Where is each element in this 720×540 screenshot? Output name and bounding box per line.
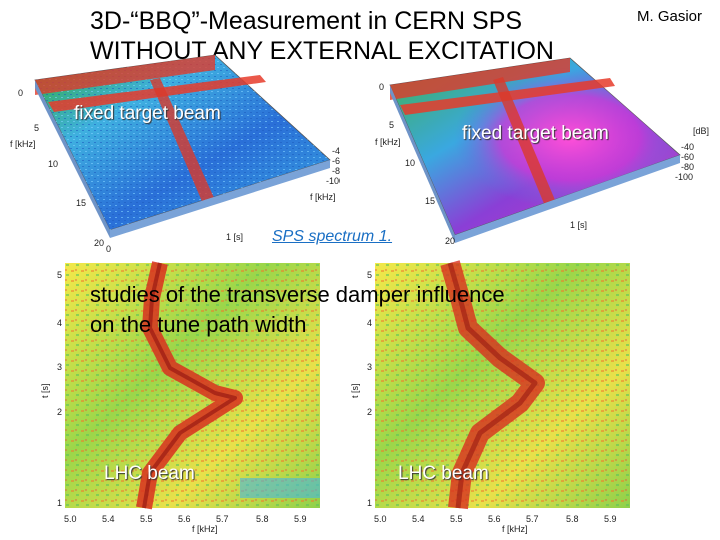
right-3d-xtick: 1 [s]	[570, 220, 587, 230]
right-3d-ztick-2: -80	[681, 162, 694, 172]
left-lhc-beam-label: LHC beam	[104, 463, 195, 484]
right-spec-xlabel: f [kHz]	[502, 524, 528, 534]
right-spec-ytick-4: 1	[367, 498, 372, 508]
left-spec-ytick-2: 3	[57, 362, 62, 372]
left-3d-ztick-2: -80	[332, 166, 340, 176]
right-3d-ztick-3: -100	[675, 172, 693, 182]
left-3d-zlabel: f [kHz]	[310, 192, 336, 202]
title-line-1: 3D-“BBQ”-Measurement in CERN SPS	[90, 7, 523, 35]
left-3d-ytick-1: 5	[34, 123, 39, 133]
right-spec-xtick-5: 5.8	[566, 514, 579, 524]
damper-caption: studies of the transverse damper influen…	[90, 280, 505, 340]
right-3d-zlabel: [dB]	[693, 126, 709, 136]
caption-line-2: on the tune path width	[90, 312, 307, 337]
right-lhc-beam-label: LHC beam	[398, 463, 489, 484]
left-3d-ytick-4: 20	[94, 238, 104, 248]
right-spec-xtick-6: 5.9	[604, 514, 617, 524]
left-3d-beam-label: fixed target beam	[74, 103, 221, 124]
right-spec-ylabel: t [s]	[350, 383, 360, 398]
right-spec-ytick-0: 5	[367, 270, 372, 280]
right-3d-ytick-4: 20	[445, 236, 455, 246]
left-spec-ytick-3: 2	[57, 407, 62, 417]
right-3d-ztick-0: -40	[681, 142, 694, 152]
slide-title: 3D-“BBQ”-Measurement in CERN SPS WITHOUT…	[90, 6, 554, 66]
right-3d-beam-label: fixed target beam	[462, 123, 609, 144]
right-spec-xtick-4: 5.7	[526, 514, 539, 524]
left-3d-spectrum-plot: 0 5 10 15 20 f [kHz] 0 1 [s] -40 -60 -80…	[10, 54, 340, 254]
right-spec-xtick-0: 5.0	[374, 514, 387, 524]
right-spec-xtick-2: 5.5	[450, 514, 463, 524]
left-3d-xtick-1: 1 [s]	[226, 232, 243, 242]
left-spec-xtick-2: 5.5	[140, 514, 153, 524]
left-spectrogram: 5 4 3 2 1 t [s] 5.0 5.4 5.5 5.6 5.7 5.8 …	[40, 261, 320, 534]
right-spec-ytick-1: 4	[367, 318, 372, 328]
left-3d-ytick-0: 0	[18, 88, 23, 98]
left-spec-ytick-4: 1	[57, 498, 62, 508]
left-spec-xtick-4: 5.7	[216, 514, 229, 524]
right-3d-xlabel: f [kHz]	[375, 137, 401, 147]
right-3d-spectrum-plot: 0 5 10 15 20 f [kHz] 1 [s] -40 -60 -80 -…	[375, 57, 709, 246]
left-3d-ztick-1: -60	[332, 156, 340, 166]
caption-line-1: studies of the transverse damper influen…	[90, 282, 505, 307]
left-spec-xlabel: f [kHz]	[192, 524, 218, 534]
left-3d-xtick-0: 0	[106, 244, 111, 254]
left-spec-xtick-1: 5.4	[102, 514, 115, 524]
left-3d-ztick-0: -40	[332, 146, 340, 156]
title-line-2: WITHOUT ANY EXTERNAL EXCITATION	[90, 37, 554, 65]
left-spec-xtick-5: 5.8	[256, 514, 269, 524]
right-spec-ytick-3: 2	[367, 407, 372, 417]
right-spec-ytick-2: 3	[367, 362, 372, 372]
right-3d-ztick-1: -60	[681, 152, 694, 162]
author-name: M. Gasior	[637, 8, 703, 25]
right-3d-ytick-2: 10	[405, 158, 415, 168]
left-spec-xtick-6: 5.9	[294, 514, 307, 524]
left-3d-ytick-2: 10	[48, 159, 58, 169]
right-spec-xtick-3: 5.6	[488, 514, 501, 524]
left-spec-ylabel: t [s]	[40, 383, 50, 398]
left-3d-ylabel: f [kHz]	[10, 139, 36, 149]
left-3d-ztick-3: -100	[326, 176, 340, 186]
left-spec-xtick-0: 5.0	[64, 514, 77, 524]
left-spec-xtick-3: 5.6	[178, 514, 191, 524]
left-3d-ytick-3: 15	[76, 198, 86, 208]
right-spec-xtick-1: 5.4	[412, 514, 425, 524]
right-3d-ytick-3: 15	[425, 196, 435, 206]
right-3d-ytick-1: 5	[389, 120, 394, 130]
left-spec-ytick-0: 5	[57, 270, 62, 280]
right-3d-ytick-0: 0	[379, 82, 384, 92]
right-spectrogram: 5 4 3 2 1 t [s] 5.0 5.4 5.5 5.6 5.7 5.8 …	[350, 260, 630, 534]
sps-spectrum-link[interactable]: SPS spectrum 1.	[272, 228, 393, 245]
left-spec-ytick-1: 4	[57, 318, 62, 328]
